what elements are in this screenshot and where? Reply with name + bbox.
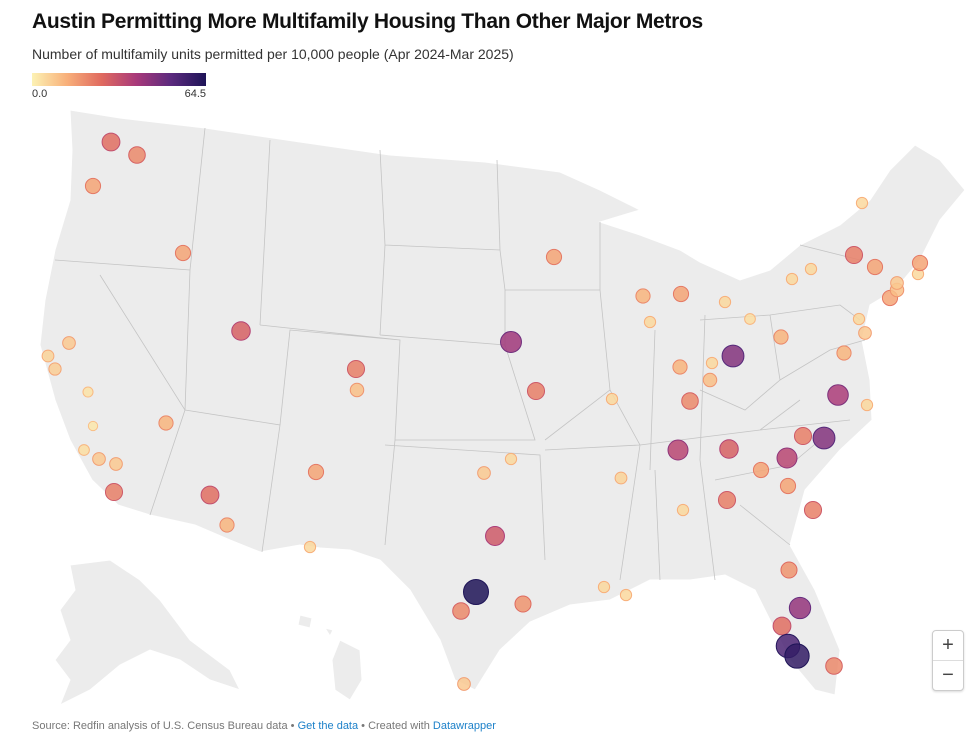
- metro-symbol[interactable]: [855, 196, 869, 210]
- metro-symbol[interactable]: [785, 272, 799, 286]
- metro-symbol[interactable]: [844, 245, 864, 265]
- chart-subtitle: Number of multifamily units permitted pe…: [32, 46, 514, 62]
- metro-symbols: [41, 132, 929, 691]
- metro-symbol[interactable]: [718, 295, 732, 309]
- metro-symbol[interactable]: [804, 262, 818, 276]
- metro-symbol[interactable]: [200, 485, 220, 505]
- metro-symbol[interactable]: [463, 579, 489, 605]
- metro-symbol[interactable]: [719, 439, 739, 459]
- get-data-link[interactable]: Get the data: [297, 720, 359, 732]
- metro-symbol[interactable]: [158, 415, 174, 431]
- metro-symbol[interactable]: [614, 471, 628, 485]
- metro-symbol[interactable]: [87, 420, 99, 432]
- metro-symbol[interactable]: [635, 288, 651, 304]
- metro-symbol[interactable]: [452, 602, 470, 620]
- separator: •: [287, 720, 298, 732]
- zoom-controls: + −: [932, 630, 964, 691]
- metro-symbol[interactable]: [504, 452, 518, 466]
- metro-symbol[interactable]: [772, 616, 792, 636]
- legend-min-label: 0.0: [32, 88, 48, 100]
- alaska: [54, 559, 241, 707]
- metro-symbol[interactable]: [911, 254, 929, 272]
- metro-symbol[interactable]: [92, 452, 106, 466]
- metro-symbol[interactable]: [128, 146, 146, 164]
- metro-symbol[interactable]: [109, 457, 123, 471]
- color-legend: 0.0 64.5: [32, 73, 206, 100]
- metro-symbol[interactable]: [705, 356, 719, 370]
- metro-symbol[interactable]: [866, 258, 884, 276]
- metro-symbol[interactable]: [860, 398, 874, 412]
- metro-symbol[interactable]: [307, 463, 325, 481]
- metro-symbol[interactable]: [78, 444, 90, 456]
- metro-symbol[interactable]: [788, 596, 812, 620]
- metro-symbol[interactable]: [346, 359, 366, 379]
- metro-symbol[interactable]: [545, 248, 563, 266]
- hawaii: [297, 614, 363, 701]
- metro-symbol[interactable]: [672, 359, 688, 375]
- metro-symbol[interactable]: [780, 561, 798, 579]
- metro-symbol[interactable]: [776, 447, 798, 469]
- metro-symbol[interactable]: [101, 132, 121, 152]
- footer: Source: Redfin analysis of U.S. Census B…: [32, 720, 496, 732]
- chart-title: Austin Permitting More Multifamily Housi…: [32, 10, 703, 33]
- metro-symbol[interactable]: [721, 344, 745, 368]
- metro-symbol[interactable]: [619, 588, 633, 602]
- metro-symbol[interactable]: [676, 503, 690, 517]
- zoom-in-button[interactable]: +: [942, 634, 954, 656]
- metro-symbol[interactable]: [174, 244, 192, 262]
- metro-symbol[interactable]: [643, 315, 657, 329]
- metro-symbol[interactable]: [231, 321, 251, 341]
- metro-symbol[interactable]: [485, 526, 505, 546]
- metro-symbol[interactable]: [858, 326, 872, 340]
- metro-symbol[interactable]: [41, 349, 55, 363]
- metro-symbol[interactable]: [681, 392, 699, 410]
- metro-symbol[interactable]: [702, 372, 718, 388]
- metro-symbol[interactable]: [779, 477, 797, 495]
- metro-symbol[interactable]: [825, 657, 843, 675]
- metro-symbol[interactable]: [773, 329, 789, 345]
- metro-symbol[interactable]: [514, 595, 532, 613]
- metro-symbol[interactable]: [349, 382, 365, 398]
- metro-symbol[interactable]: [82, 386, 94, 398]
- metro-symbol[interactable]: [717, 490, 737, 510]
- metro-symbol[interactable]: [672, 285, 690, 303]
- legend-max-label: 64.5: [184, 88, 206, 100]
- metro-symbol[interactable]: [477, 466, 491, 480]
- metro-symbol[interactable]: [744, 313, 756, 325]
- metro-symbol[interactable]: [752, 461, 770, 479]
- metro-symbol[interactable]: [526, 381, 546, 401]
- metro-symbol[interactable]: [303, 540, 317, 554]
- metro-symbol[interactable]: [219, 517, 235, 533]
- metro-symbol[interactable]: [803, 500, 823, 520]
- metro-symbol[interactable]: [597, 580, 611, 594]
- metro-symbol[interactable]: [793, 426, 813, 446]
- legend-gradient: [32, 73, 206, 86]
- metro-symbol[interactable]: [457, 677, 471, 691]
- metro-symbol[interactable]: [48, 362, 62, 376]
- metro-symbol[interactable]: [104, 482, 124, 502]
- metro-symbol[interactable]: [500, 331, 522, 353]
- created-with-text: • Created with: [358, 720, 433, 732]
- metro-symbol[interactable]: [890, 276, 904, 290]
- metro-symbol[interactable]: [667, 439, 689, 461]
- metro-symbol[interactable]: [784, 643, 810, 669]
- metro-symbol[interactable]: [836, 345, 852, 361]
- source-text: Source: Redfin analysis of U.S. Census B…: [32, 720, 288, 732]
- metro-symbol[interactable]: [827, 384, 849, 406]
- metro-symbol[interactable]: [812, 426, 836, 450]
- metro-symbol[interactable]: [84, 177, 102, 195]
- metro-symbol[interactable]: [852, 312, 866, 326]
- metro-symbol[interactable]: [62, 336, 76, 350]
- metro-symbol[interactable]: [605, 392, 619, 406]
- continental-us: [39, 109, 966, 696]
- datawrapper-link[interactable]: Datawrapper: [432, 720, 496, 732]
- zoom-out-button[interactable]: −: [933, 660, 963, 690]
